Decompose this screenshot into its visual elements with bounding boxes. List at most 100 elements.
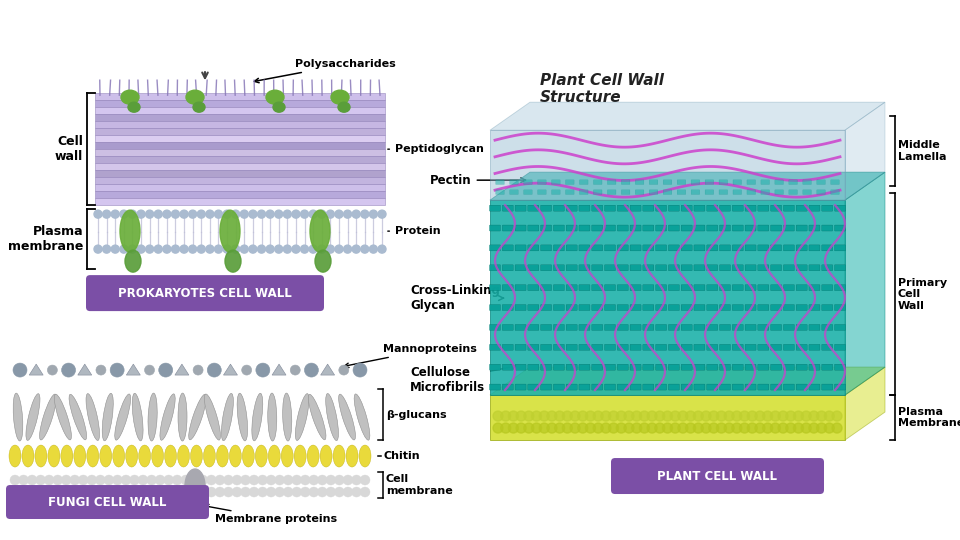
FancyBboxPatch shape [809, 325, 820, 330]
Circle shape [163, 210, 171, 218]
Circle shape [242, 365, 252, 375]
FancyBboxPatch shape [656, 364, 666, 370]
FancyBboxPatch shape [822, 205, 832, 211]
Circle shape [61, 475, 71, 485]
FancyBboxPatch shape [490, 285, 500, 291]
FancyBboxPatch shape [502, 325, 514, 330]
Circle shape [501, 423, 511, 433]
Ellipse shape [189, 394, 206, 440]
FancyBboxPatch shape [682, 345, 692, 350]
Ellipse shape [193, 102, 205, 112]
Circle shape [352, 245, 360, 253]
Circle shape [112, 487, 123, 497]
FancyBboxPatch shape [732, 225, 743, 231]
FancyBboxPatch shape [747, 190, 756, 194]
FancyBboxPatch shape [617, 325, 628, 330]
FancyBboxPatch shape [591, 364, 603, 370]
FancyBboxPatch shape [732, 325, 743, 330]
Text: CELL WALL: STRUCTURE AND FUNCTIONS: CELL WALL: STRUCTURE AND FUNCTIONS [28, 16, 932, 54]
Circle shape [241, 475, 251, 485]
Circle shape [283, 487, 293, 497]
Circle shape [283, 210, 291, 218]
Ellipse shape [237, 393, 248, 441]
FancyBboxPatch shape [757, 285, 769, 291]
Circle shape [231, 245, 240, 253]
FancyBboxPatch shape [516, 265, 526, 271]
Ellipse shape [178, 445, 189, 467]
FancyBboxPatch shape [553, 285, 564, 291]
Circle shape [747, 411, 757, 421]
FancyBboxPatch shape [552, 190, 560, 194]
Circle shape [10, 487, 20, 497]
FancyBboxPatch shape [677, 190, 685, 194]
FancyBboxPatch shape [630, 265, 641, 271]
FancyBboxPatch shape [553, 265, 564, 271]
Circle shape [70, 475, 80, 485]
FancyBboxPatch shape [516, 345, 526, 350]
Ellipse shape [86, 445, 99, 467]
FancyBboxPatch shape [502, 225, 514, 231]
Circle shape [180, 487, 191, 497]
Ellipse shape [55, 394, 71, 440]
FancyBboxPatch shape [510, 190, 518, 194]
Polygon shape [175, 364, 189, 375]
Circle shape [215, 475, 225, 485]
Text: Cross-Linking
Glycan: Cross-Linking Glycan [410, 284, 503, 312]
FancyBboxPatch shape [605, 384, 615, 390]
Circle shape [309, 487, 319, 497]
Polygon shape [490, 172, 885, 200]
FancyBboxPatch shape [617, 265, 628, 271]
FancyBboxPatch shape [538, 180, 546, 185]
Ellipse shape [120, 210, 140, 252]
FancyBboxPatch shape [757, 245, 769, 251]
Text: Membrane proteins: Membrane proteins [204, 504, 337, 524]
FancyBboxPatch shape [705, 190, 713, 194]
Text: Cell
membrane: Cell membrane [386, 474, 453, 496]
FancyBboxPatch shape [745, 205, 756, 211]
FancyBboxPatch shape [605, 225, 615, 231]
Circle shape [817, 411, 827, 421]
Circle shape [180, 245, 188, 253]
FancyBboxPatch shape [834, 345, 846, 350]
FancyBboxPatch shape [528, 285, 539, 291]
Circle shape [44, 487, 54, 497]
Circle shape [778, 411, 788, 421]
Polygon shape [95, 149, 385, 156]
Circle shape [817, 423, 827, 433]
Ellipse shape [121, 90, 139, 104]
Circle shape [257, 210, 266, 218]
FancyBboxPatch shape [745, 325, 756, 330]
Circle shape [257, 475, 268, 485]
Polygon shape [95, 135, 385, 142]
Circle shape [300, 245, 308, 253]
FancyBboxPatch shape [538, 190, 546, 194]
Ellipse shape [294, 445, 306, 467]
FancyBboxPatch shape [523, 180, 532, 185]
FancyBboxPatch shape [643, 325, 654, 330]
FancyBboxPatch shape [783, 245, 794, 251]
Circle shape [96, 365, 106, 375]
FancyBboxPatch shape [682, 245, 692, 251]
Ellipse shape [13, 393, 23, 441]
Circle shape [516, 411, 526, 421]
FancyBboxPatch shape [643, 265, 654, 271]
Circle shape [809, 423, 819, 433]
FancyBboxPatch shape [553, 305, 564, 310]
Ellipse shape [338, 102, 350, 112]
FancyBboxPatch shape [822, 345, 832, 350]
FancyBboxPatch shape [490, 205, 500, 211]
Ellipse shape [225, 250, 241, 272]
FancyBboxPatch shape [783, 305, 794, 310]
Circle shape [493, 411, 503, 421]
Circle shape [249, 245, 257, 253]
Circle shape [304, 363, 319, 377]
FancyBboxPatch shape [540, 205, 552, 211]
FancyBboxPatch shape [495, 180, 504, 185]
FancyBboxPatch shape [656, 325, 666, 330]
Text: Chitin: Chitin [383, 451, 420, 461]
FancyBboxPatch shape [591, 305, 603, 310]
Circle shape [163, 475, 174, 485]
FancyBboxPatch shape [834, 205, 846, 211]
FancyBboxPatch shape [809, 245, 820, 251]
FancyBboxPatch shape [771, 265, 781, 271]
